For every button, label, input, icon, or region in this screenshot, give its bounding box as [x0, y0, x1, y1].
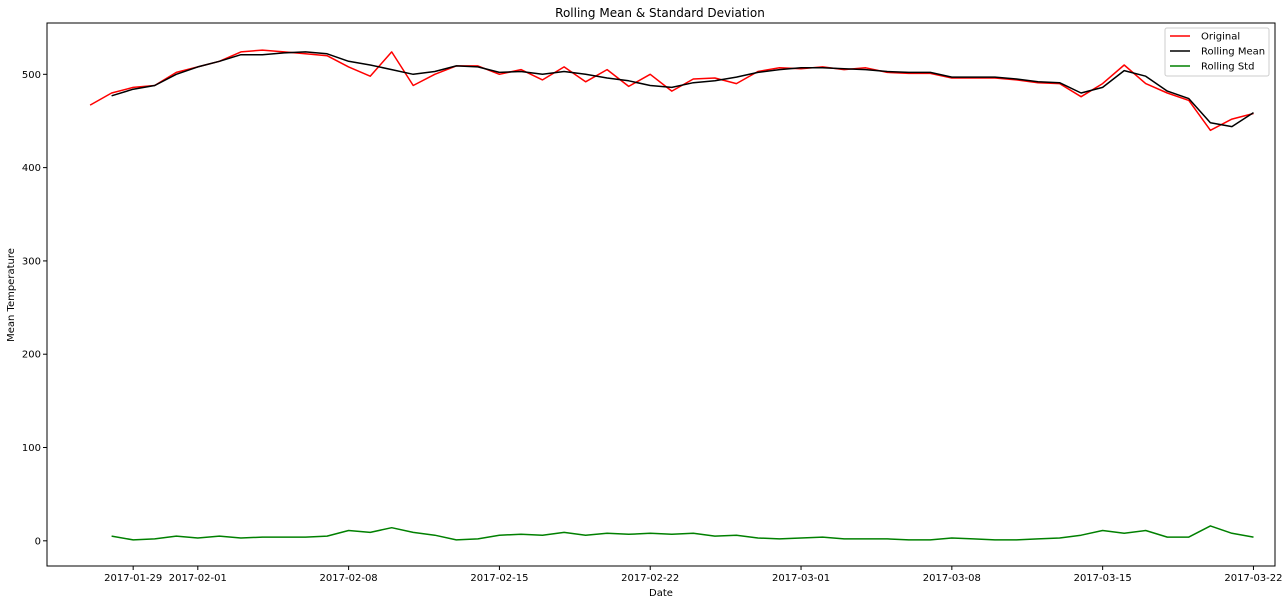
- x-axis-title: Date: [649, 588, 673, 599]
- x-tick-label: 2017-03-15: [1074, 573, 1132, 584]
- plot-lines: [89, 49, 1254, 541]
- y-tick-label: 500: [22, 70, 41, 81]
- legend-label: Rolling Std: [1201, 62, 1254, 73]
- legend: Original Rolling Mean Rolling Std: [1164, 27, 1270, 77]
- plot-frame: [46, 22, 1276, 567]
- legend-items: Original Rolling Mean Rolling Std: [1170, 32, 1265, 73]
- legend-box: [1164, 27, 1270, 77]
- series-line-rolling-std: [111, 525, 1254, 541]
- chart-title: Rolling Mean & Standard Deviation: [555, 6, 765, 20]
- x-axis: 2017-01-29 2017-02-01 2017-02-08 2017-02-15…: [104, 566, 1283, 584]
- legend-label: Original: [1201, 32, 1240, 43]
- legend-label: Rolling Mean: [1201, 47, 1265, 58]
- y-tick-label: 300: [22, 256, 41, 267]
- y-tick-label: 0: [35, 536, 41, 547]
- x-tick-label: 2017-02-08: [320, 573, 378, 584]
- y-tick-label: 200: [22, 350, 41, 361]
- x-tick-label: 2017-03-22: [1224, 573, 1282, 584]
- series-line-rolling-mean: [111, 51, 1254, 128]
- series-line-original: [89, 49, 1254, 132]
- x-tick-label: 2017-01-29: [104, 573, 162, 584]
- y-tick-label: 400: [22, 163, 41, 174]
- y-axis: 0 100 200 300 400 500: [22, 70, 47, 547]
- x-tick-label: 2017-02-01: [169, 573, 227, 584]
- x-tick-label: 2017-03-01: [772, 573, 830, 584]
- y-tick-label: 100: [22, 443, 41, 454]
- x-tick-label: 2017-02-22: [621, 573, 679, 584]
- x-tick-label: 2017-03-08: [923, 573, 981, 584]
- x-tick-label: 2017-02-15: [470, 573, 528, 584]
- y-axis-title: Mean Temperature: [6, 248, 17, 342]
